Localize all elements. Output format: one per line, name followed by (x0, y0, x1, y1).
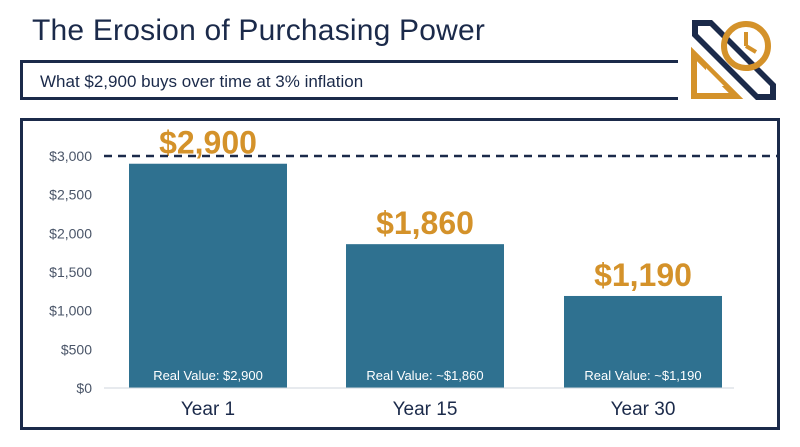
y-tick-label: $1,000 (49, 303, 92, 319)
subtitle-box (20, 60, 678, 100)
bar (346, 244, 504, 388)
y-tick-label: $2,000 (49, 225, 92, 241)
page-title: The Erosion of Purchasing Power (32, 14, 486, 47)
bar-value-label: $1,860 (376, 205, 474, 241)
y-tick-label: $2,500 (49, 187, 92, 203)
y-tick-label: $1,500 (49, 264, 92, 280)
x-tick-label: Year 15 (393, 399, 458, 420)
y-tick-label: $3,000 (49, 148, 92, 164)
bar-inner-label: Real Value: $2,900 (153, 368, 263, 383)
clock-arrows-logo-icon (691, 20, 776, 100)
bar-inner-label: Real Value: ~$1,860 (366, 368, 483, 383)
y-tick-label: $500 (61, 341, 92, 357)
bar (129, 163, 287, 388)
bar-inner-label: Real Value: ~$1,190 (584, 368, 701, 383)
x-tick-label: Year 1 (181, 399, 235, 420)
x-tick-label: Year 30 (611, 399, 676, 420)
bar-value-label: $2,900 (159, 125, 257, 161)
chart-frame (20, 118, 780, 430)
y-tick-label: $0 (76, 380, 92, 396)
bar (564, 295, 722, 388)
page-subtitle: What $2,900 buys over time at 3% inflati… (40, 72, 364, 91)
bar-value-label: $1,190 (594, 257, 692, 293)
